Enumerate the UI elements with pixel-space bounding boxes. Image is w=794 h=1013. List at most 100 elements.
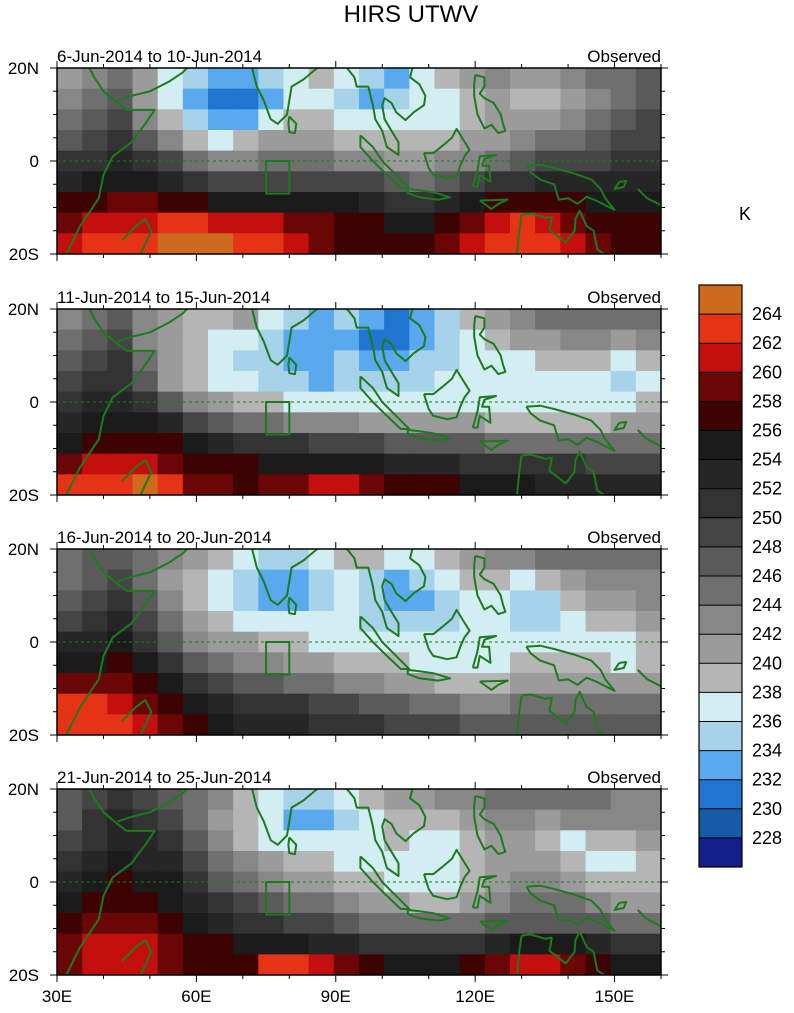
utwv-cell: [359, 714, 385, 735]
y-tick-label: 20N: [8, 59, 39, 78]
utwv-cell: [610, 590, 637, 612]
utwv-cell: [182, 371, 209, 393]
colorbar-level-label: 240: [752, 653, 782, 673]
utwv-cell: [333, 693, 360, 715]
utwv-cell: [560, 892, 587, 914]
colorbar-box: [699, 285, 742, 315]
utwv-cell: [535, 830, 561, 852]
y-tick-label: 0: [30, 873, 39, 892]
utwv-cell: [333, 474, 360, 495]
utwv-cell: [610, 68, 637, 90]
utwv-cell: [635, 453, 661, 475]
utwv-cell: [409, 350, 436, 372]
utwv-cell: [459, 590, 486, 612]
coastline: [121, 459, 153, 495]
utwv-cell: [610, 549, 637, 571]
utwv-cell: [182, 714, 209, 735]
utwv-cell: [132, 109, 159, 131]
utwv-cell: [560, 569, 587, 591]
utwv-cell: [182, 412, 209, 434]
utwv-cell: [233, 673, 259, 695]
utwv-cell: [208, 809, 234, 831]
utwv-cell: [434, 549, 461, 571]
study-region-box: [265, 881, 291, 916]
coastline: [224, 789, 319, 846]
utwv-cell: [409, 329, 436, 351]
utwv-cell: [560, 88, 587, 110]
utwv-cell: [535, 433, 561, 455]
utwv-cell: [384, 871, 410, 893]
utwv-cell: [308, 453, 335, 475]
utwv-cell: [57, 68, 83, 90]
utwv-cell: [409, 309, 436, 331]
utwv-cell: [308, 109, 335, 131]
utwv-cell: [57, 933, 83, 955]
utwv-cell: [208, 350, 234, 372]
utwv-cell: [208, 549, 234, 571]
utwv-cell: [409, 453, 436, 475]
utwv-cell: [510, 892, 536, 914]
utwv-cell: [610, 109, 637, 131]
utwv-cell: [333, 590, 360, 612]
utwv-cell: [535, 693, 561, 715]
utwv-cell: [132, 350, 159, 372]
utwv-cell: [107, 130, 134, 152]
utwv-cell: [107, 171, 134, 193]
colorbar-level-label: 244: [752, 595, 782, 615]
utwv-cell: [258, 212, 285, 234]
utwv-cell: [157, 433, 184, 455]
utwv-cell: [359, 611, 385, 633]
utwv-cell: [82, 329, 108, 351]
utwv-cell: [208, 88, 234, 110]
utwv-cell: [560, 192, 587, 214]
utwv-cell: [510, 233, 536, 254]
utwv-cell: [459, 474, 486, 495]
utwv-cell: [510, 809, 536, 831]
utwv-cell: [57, 453, 83, 475]
utwv-cell: [57, 673, 83, 695]
utwv-cell: [308, 611, 335, 633]
utwv-cell: [157, 673, 184, 695]
utwv-field: [57, 309, 661, 495]
utwv-cell: [57, 652, 83, 674]
utwv-cell: [359, 933, 385, 955]
utwv-cell: [510, 109, 536, 131]
utwv-cell: [560, 590, 587, 612]
utwv-cell: [157, 130, 184, 152]
utwv-cell: [82, 569, 108, 591]
utwv-cell: [208, 329, 234, 351]
utwv-cell: [157, 913, 184, 935]
utwv-cell: [409, 954, 436, 975]
utwv-cell: [359, 212, 385, 234]
colorbar-box: [699, 517, 742, 548]
utwv-cell: [510, 350, 536, 372]
utwv-cell: [560, 233, 587, 254]
utwv-cell: [157, 329, 184, 351]
utwv-cell: [434, 212, 461, 234]
utwv-cell: [182, 350, 209, 372]
utwv-cell: [535, 933, 561, 955]
utwv-cell: [635, 549, 661, 571]
utwv-cell: [635, 913, 661, 935]
utwv-cell: [308, 192, 335, 214]
utwv-cell: [560, 453, 587, 475]
utwv-cell: [107, 830, 134, 852]
colorbar-level-label: 264: [752, 304, 782, 324]
utwv-cell: [233, 954, 259, 975]
colorbar-box: [699, 692, 742, 722]
utwv-cell: [384, 233, 410, 254]
utwv-cell: [560, 673, 587, 695]
utwv-cell: [233, 171, 259, 193]
utwv-cell: [107, 673, 134, 695]
utwv-cell: [610, 851, 637, 873]
utwv-cell: [535, 212, 561, 234]
coastline: [406, 908, 452, 922]
utwv-cell: [233, 714, 259, 735]
utwv-cell: [57, 693, 83, 715]
colorbar-box: [699, 634, 742, 664]
colorbar-level-label: 256: [752, 421, 782, 441]
utwv-cell: [585, 453, 612, 475]
utwv-cell: [510, 830, 536, 852]
colorbar-level-label: 242: [752, 624, 782, 644]
utwv-cell: [585, 309, 612, 331]
